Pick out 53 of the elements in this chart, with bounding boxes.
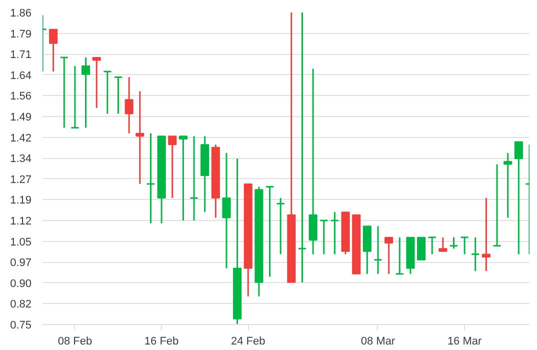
- x-tick-label: 24 Feb: [231, 336, 266, 348]
- y-tick-label: 0.75: [10, 320, 32, 332]
- y-tick-label: 1.64: [10, 70, 32, 82]
- candlestick: [384, 236, 394, 275]
- y-tick-label: 1.42: [10, 132, 32, 144]
- candlestick: [189, 135, 199, 222]
- y-tick-label: 1.71: [10, 49, 32, 62]
- y-tick-label: 1.56: [10, 90, 32, 103]
- candlestick: [82, 56, 90, 128]
- y-tick-label: 0.82: [10, 298, 32, 311]
- y-tick-label: 1.27: [10, 174, 32, 186]
- y-tick-label: 1.05: [10, 236, 32, 248]
- candlestick: [136, 90, 144, 185]
- candlestick: [492, 164, 502, 247]
- candlestick: [265, 186, 274, 278]
- candlestick: [124, 76, 134, 134]
- candlestick: [449, 236, 458, 250]
- candlestick: [168, 135, 177, 199]
- candlestick: [373, 225, 383, 275]
- x-tick-label: 16 Mar: [447, 336, 482, 348]
- candlestick: [460, 236, 470, 255]
- candlestick: [146, 132, 156, 224]
- x-tick-label: 08 Feb: [58, 336, 92, 348]
- candlestick: [114, 76, 123, 114]
- candlestick: [49, 28, 58, 72]
- y-tick-label: 1.19: [10, 194, 32, 207]
- candlestick: [470, 236, 480, 272]
- y-tick-label: 1.34: [10, 153, 32, 166]
- candlestick: [102, 70, 112, 114]
- candlestick: [514, 141, 523, 255]
- y-tick-label: 1.86: [10, 8, 32, 20]
- candlestick: [504, 152, 512, 218]
- candlestick: [330, 211, 340, 255]
- candlestick: [92, 56, 101, 109]
- candlestick: [60, 56, 69, 128]
- candlestick: [178, 135, 188, 222]
- candlestick: [428, 236, 437, 255]
- candlestick: [416, 236, 426, 260]
- y-tick-label: 1.79: [10, 28, 32, 40]
- candlestick: [319, 220, 328, 255]
- x-tick-label: 08 Mar: [360, 336, 396, 348]
- candlestick: [222, 152, 231, 270]
- y-tick-label: 0.97: [10, 257, 32, 270]
- y-tick-label: 1.49: [10, 112, 32, 124]
- candlestick: [482, 197, 490, 272]
- x-tick-label: 16 Feb: [144, 336, 179, 348]
- candlestick: [395, 236, 404, 275]
- candlestick: [70, 65, 80, 128]
- candlestick: [438, 236, 448, 252]
- y-tick-label: 0.90: [10, 278, 32, 290]
- candlestick: [298, 12, 307, 284]
- y-tick-label: 1.12: [10, 216, 32, 228]
- candlestick: [276, 197, 286, 255]
